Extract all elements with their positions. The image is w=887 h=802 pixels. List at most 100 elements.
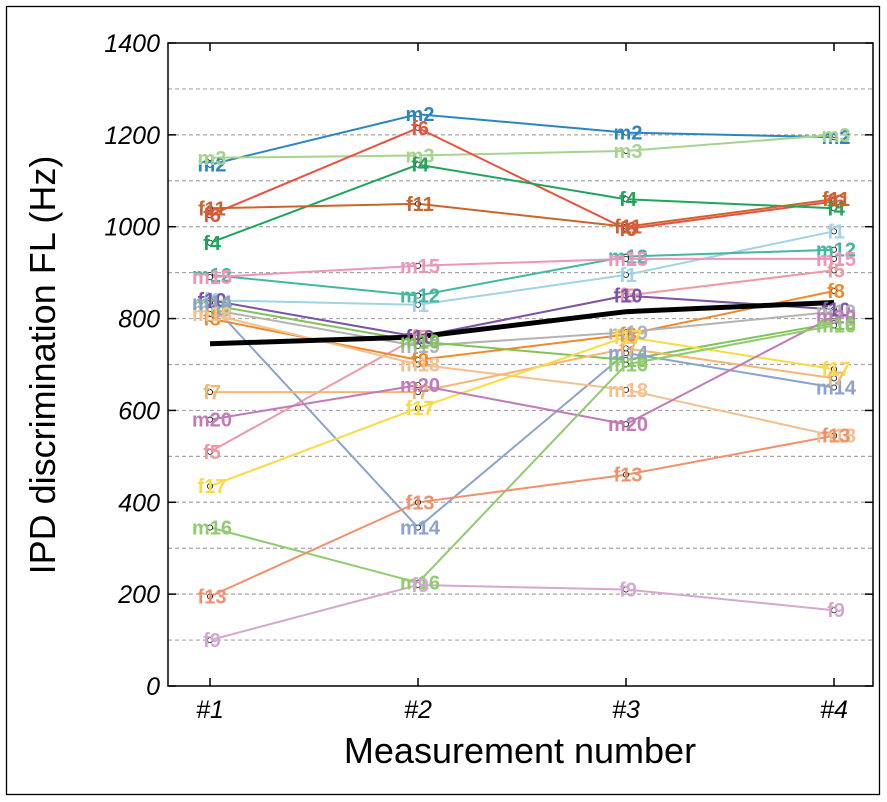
data-point-f9: [206, 637, 214, 644]
data-point-m20: [414, 382, 422, 389]
series-label-m10: m10: [816, 313, 856, 335]
series-label-m16: m16: [608, 355, 648, 377]
data-point-m14: [206, 299, 214, 306]
data-point-f13: [622, 471, 630, 478]
series-label-f4: f4: [827, 198, 846, 220]
data-point-m12: [414, 292, 422, 299]
series-label-f8: f8: [411, 350, 429, 372]
series-label-f17: f17: [406, 398, 435, 420]
series-label-m14: m14: [192, 293, 233, 315]
data-point-m10: [414, 338, 422, 345]
series-label-f6: f6: [619, 219, 637, 241]
series-label-f6: f6: [411, 118, 429, 140]
y-tick-label: 600: [118, 397, 160, 425]
y-tick-label: 400: [118, 489, 160, 517]
series-label-m15: m15: [608, 249, 648, 271]
series-label-f11: f11: [406, 194, 434, 216]
data-point-f7: [622, 345, 630, 352]
series-label-f10: f10: [198, 290, 227, 312]
series-label-m19: m19: [816, 302, 856, 324]
data-point-f13: [414, 499, 422, 506]
y-tick-label: 0: [146, 673, 160, 701]
series-label-m12: m12: [400, 286, 440, 308]
data-point-m18: [414, 361, 422, 368]
data-point-m3: [414, 152, 422, 159]
y-tick-label: 1400: [104, 30, 160, 58]
series-label-f7: f7: [827, 368, 845, 390]
data-point-m3: [622, 147, 630, 154]
x-tick-label: #4: [820, 696, 848, 724]
series-label-f8: f8: [619, 325, 637, 347]
series-label-f4: f4: [411, 155, 430, 177]
series-line-f6: [209, 126, 835, 231]
series-label-f1: f1: [411, 295, 429, 317]
data-point-m2: [206, 161, 214, 168]
series-label-m3: m3: [614, 141, 643, 163]
y-tick-label: 200: [117, 581, 160, 609]
series-label-m18: m18: [608, 380, 648, 402]
series-line-m10: [209, 303, 835, 361]
data-point-f7: [830, 375, 838, 382]
series-label-f1: f1: [203, 290, 221, 312]
data-point-f11: [622, 223, 630, 230]
series-label-f1: f1: [827, 221, 845, 243]
data-point-f7: [414, 389, 422, 396]
data-point-m2: [622, 129, 630, 136]
series-label-m15: m15: [816, 249, 856, 271]
data-point-f9: [622, 586, 630, 593]
data-point-m20: [206, 416, 214, 423]
series-label-m20: m20: [192, 410, 232, 432]
data-point-f17: [414, 405, 422, 412]
data-point-f8: [830, 287, 838, 295]
data-point-f5: [830, 267, 838, 274]
series-line-f17: [209, 335, 835, 488]
series-line-m2: [209, 113, 835, 166]
data-point-f9: [830, 607, 838, 614]
series-line-m12: [209, 248, 835, 297]
series-label-f13: f13: [822, 426, 851, 448]
series-line-f13: [209, 434, 835, 598]
data-point-f11: [414, 200, 422, 207]
data-point-f1: [622, 271, 630, 278]
data-point-f4: [206, 239, 214, 246]
data-point-f5: [206, 448, 214, 455]
series-label-f10: f10: [406, 327, 435, 349]
series-label-m12: m12: [608, 247, 648, 269]
series-label-f13: f13: [614, 465, 643, 487]
series-line-f7: [210, 347, 835, 394]
data-point-f13: [830, 432, 838, 439]
series-label-m3: m3: [406, 146, 435, 168]
series-line-m16: [209, 324, 835, 584]
series-label-f6: f6: [827, 192, 845, 214]
series-label-m18: m18: [816, 426, 856, 448]
data-point-f1: [414, 301, 422, 308]
y-axis-ticks: 0 200 400 600 800 1000 1200 1400: [104, 30, 873, 701]
series-line-f10: [209, 294, 835, 338]
y-tick-label: 1000: [104, 214, 160, 242]
series-label-m19: m19: [192, 299, 232, 321]
series-label-m16: m16: [192, 518, 232, 540]
data-point-m3: [830, 131, 838, 138]
y-axis-title: IPD discrimination FL (Hz): [22, 156, 63, 575]
data-point-f17: [830, 366, 838, 373]
data-point-m16: [622, 361, 630, 368]
data-point-m16: [206, 524, 214, 531]
series-label-m19: m19: [400, 336, 440, 358]
x-tick-label: #3: [612, 696, 640, 724]
data-point-f9: [414, 581, 422, 589]
series-line-m3: [209, 133, 835, 159]
data-point-f11: [830, 196, 838, 203]
data-point-m18: [206, 310, 214, 318]
series-label-f17: f17: [614, 327, 643, 349]
data-point-f13: [206, 593, 214, 600]
mean-line: [209, 300, 835, 347]
series-label-m10: m10: [608, 350, 648, 372]
series-label-f13: f13: [198, 586, 227, 608]
series-label-f5: f5: [619, 286, 637, 308]
series-label-m20: m20: [400, 375, 440, 397]
data-point-m12: [830, 246, 838, 253]
series-label-f5: f5: [827, 260, 845, 282]
series-label-f8: f8: [203, 309, 221, 331]
data-point-m16: [830, 322, 838, 329]
